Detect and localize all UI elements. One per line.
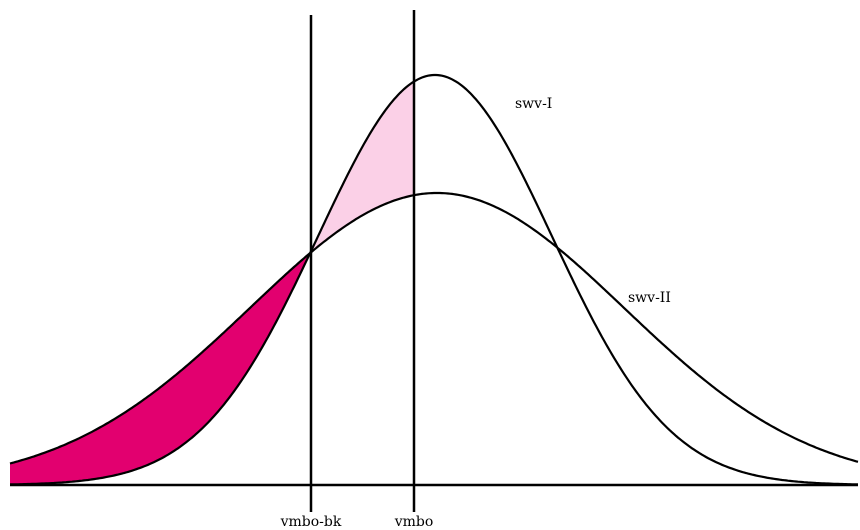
marker-label: vmbo [394, 514, 434, 530]
fills [10, 81, 414, 485]
curve [10, 73, 858, 486]
shaded-area [311, 81, 414, 253]
marker-label: vmbo-bk [280, 514, 342, 530]
curve-label: swv-I [515, 96, 552, 112]
curve-label: swv-II [628, 290, 671, 306]
curve [9, 191, 859, 465]
curves [9, 73, 859, 486]
shaded-area [10, 251, 311, 485]
